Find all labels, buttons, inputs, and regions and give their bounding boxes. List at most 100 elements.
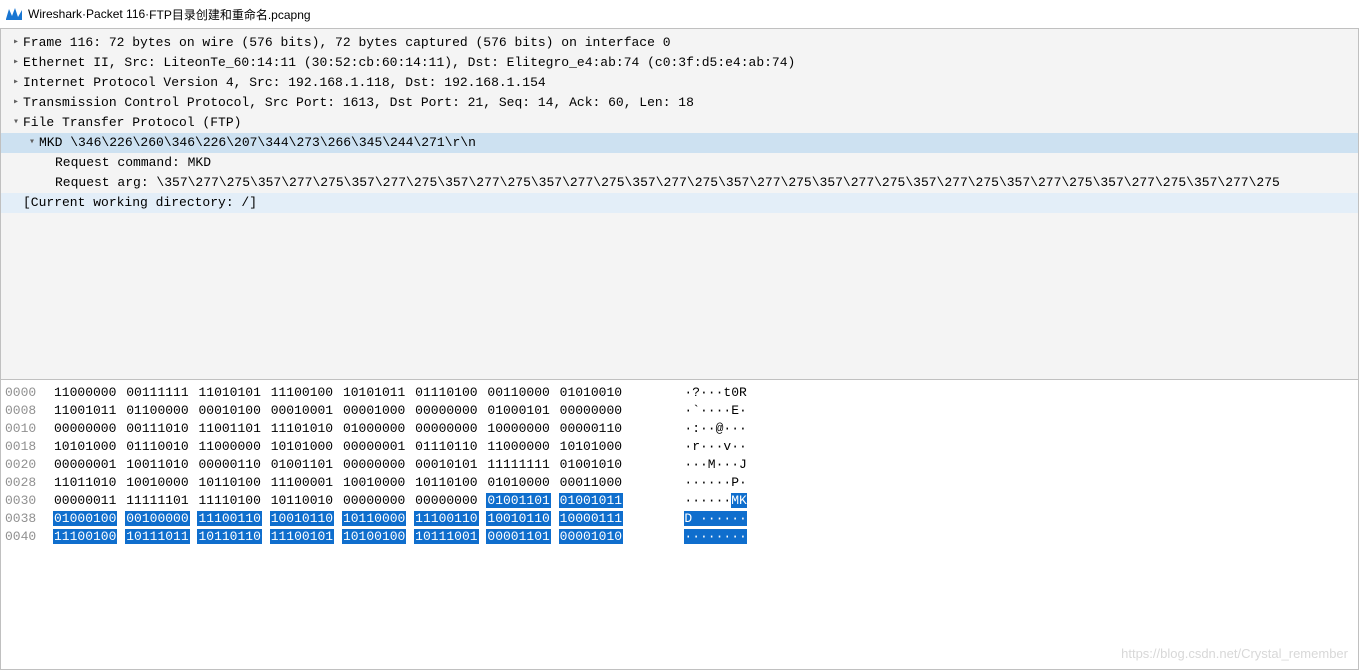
tree-row[interactable]: ▸Ethernet II, Src: LiteonTe_60:14:11 (30… [1,53,1358,73]
packet-details-pane[interactable]: ▸Frame 116: 72 bytes on wire (576 bits),… [0,28,1359,380]
byte-group[interactable]: 00000011 [53,493,117,508]
tree-row[interactable]: ▾File Transfer Protocol (FTP) [1,113,1358,133]
byte-group[interactable]: 10101011 [342,385,406,400]
byte-group[interactable]: 11100100 [270,385,334,400]
tree-row[interactable]: Request command: MKD [1,153,1358,173]
byte-group[interactable]: 00001010 [559,529,623,544]
byte-group[interactable]: 10010000 [342,475,406,490]
byte-group[interactable]: 11000000 [197,439,261,454]
byte-group[interactable]: 10110100 [414,475,478,490]
byte-row[interactable]: 004011100100 10111011 10110110 11100101 … [5,528,1358,546]
byte-group[interactable]: 11111111 [486,457,550,472]
tree-row[interactable]: [Current working directory: /] [1,193,1358,213]
byte-group[interactable]: 00000000 [53,421,117,436]
byte-group[interactable]: 01010000 [486,475,550,490]
tree-row-text: MKD \346\226\260\346\226\207\344\273\266… [39,133,476,153]
byte-group[interactable]: 00111010 [125,421,189,436]
byte-group[interactable]: 10101000 [270,439,334,454]
tree-toggle-icon[interactable]: ▾ [9,113,23,133]
byte-group[interactable]: 10101000 [53,439,117,454]
byte-group[interactable]: 10100100 [342,529,406,544]
byte-group[interactable]: 11111101 [125,493,189,508]
byte-group[interactable]: 01110010 [125,439,189,454]
byte-group[interactable]: 00111111 [125,385,189,400]
byte-group[interactable]: 00000001 [342,439,406,454]
byte-group[interactable]: 10010000 [125,475,189,490]
byte-row[interactable]: 001810101000 01110010 11000000 10101000 … [5,438,1358,456]
byte-group[interactable]: 01000100 [53,511,117,526]
tree-toggle-icon[interactable]: ▸ [9,33,23,53]
byte-group[interactable]: 00010100 [197,403,261,418]
byte-group[interactable]: 11000000 [486,439,550,454]
tree-row[interactable]: Request arg: \357\277\275\357\277\275\35… [1,173,1358,193]
byte-group[interactable]: 01110110 [414,439,478,454]
byte-group[interactable]: 10110000 [342,511,406,526]
byte-row[interactable]: 000011000000 00111111 11010101 11100100 … [5,384,1358,402]
byte-group[interactable]: 10110010 [270,493,334,508]
byte-group[interactable]: 10110100 [197,475,261,490]
byte-group[interactable]: 00011000 [559,475,623,490]
byte-group[interactable]: 01110100 [414,385,478,400]
byte-group[interactable]: 11110100 [197,493,261,508]
byte-group[interactable]: 00000000 [414,493,478,508]
tree-row[interactable]: ▸Internet Protocol Version 4, Src: 192.1… [1,73,1358,93]
byte-group[interactable]: 00000000 [342,457,406,472]
byte-group[interactable]: 00000110 [559,421,623,436]
byte-row[interactable]: 001000000000 00111010 11001101 11101010 … [5,420,1358,438]
byte-group[interactable]: 00000000 [414,403,478,418]
byte-group[interactable]: 11000000 [53,385,117,400]
byte-group[interactable]: 01010010 [559,385,623,400]
byte-group[interactable]: 10000111 [559,511,623,526]
byte-group[interactable]: 00001000 [342,403,406,418]
byte-group[interactable]: 00000110 [197,457,261,472]
byte-group[interactable]: 11100100 [53,529,117,544]
packet-bytes-pane[interactable]: 000011000000 00111111 11010101 11100100 … [0,380,1359,670]
byte-row[interactable]: 000811001011 01100000 00010100 00010001 … [5,402,1358,420]
tree-toggle-icon[interactable]: ▸ [9,93,23,113]
byte-group[interactable]: 00000001 [53,457,117,472]
byte-group[interactable]: 01100000 [125,403,189,418]
byte-group[interactable]: 11011010 [53,475,117,490]
byte-row[interactable]: 002811011010 10010000 10110100 11100001 … [5,474,1358,492]
byte-group[interactable]: 10000000 [486,421,550,436]
byte-group[interactable]: 11010101 [197,385,261,400]
byte-group[interactable]: 11100110 [414,511,478,526]
byte-group[interactable]: 00000000 [342,493,406,508]
byte-group[interactable]: 00000000 [414,421,478,436]
byte-group[interactable]: 11001011 [53,403,117,418]
byte-group[interactable]: 01001101 [486,493,550,508]
tree-toggle-icon[interactable]: ▸ [9,53,23,73]
byte-group[interactable]: 01001010 [559,457,623,472]
bytes-column: 11001011 01100000 00010100 00010001 0000… [53,402,661,420]
byte-group[interactable]: 11101010 [270,421,334,436]
byte-group[interactable]: 10110110 [197,529,261,544]
tree-row[interactable]: ▸Frame 116: 72 bytes on wire (576 bits),… [1,33,1358,53]
byte-group[interactable]: 00110000 [486,385,550,400]
byte-group[interactable]: 10111011 [125,529,189,544]
byte-group[interactable]: 10101000 [559,439,623,454]
byte-group[interactable]: 10010110 [486,511,550,526]
byte-group[interactable]: 00000000 [559,403,623,418]
byte-group[interactable]: 00010101 [414,457,478,472]
byte-group[interactable]: 00010001 [270,403,334,418]
byte-group[interactable]: 11100110 [197,511,261,526]
byte-group[interactable]: 10010110 [270,511,334,526]
byte-group[interactable]: 11001101 [197,421,261,436]
byte-group[interactable]: 00001101 [486,529,550,544]
byte-group[interactable]: 01001011 [559,493,623,508]
byte-group[interactable]: 01001101 [270,457,334,472]
tree-toggle-icon[interactable]: ▸ [9,73,23,93]
byte-group[interactable]: 01000000 [342,421,406,436]
byte-row[interactable]: 003801000100 00100000 11100110 10010110 … [5,510,1358,528]
byte-row[interactable]: 003000000011 11111101 11110100 10110010 … [5,492,1358,510]
byte-group[interactable]: 00100000 [125,511,189,526]
byte-group[interactable]: 01000101 [486,403,550,418]
byte-group[interactable]: 11100101 [270,529,334,544]
tree-toggle-icon[interactable]: ▾ [25,133,39,153]
byte-row[interactable]: 002000000001 10011010 00000110 01001101 … [5,456,1358,474]
byte-group[interactable]: 11100001 [270,475,334,490]
byte-group[interactable]: 10111001 [414,529,478,544]
tree-row[interactable]: ▾MKD \346\226\260\346\226\207\344\273\26… [1,133,1358,153]
tree-row[interactable]: ▸Transmission Control Protocol, Src Port… [1,93,1358,113]
byte-group[interactable]: 10011010 [125,457,189,472]
